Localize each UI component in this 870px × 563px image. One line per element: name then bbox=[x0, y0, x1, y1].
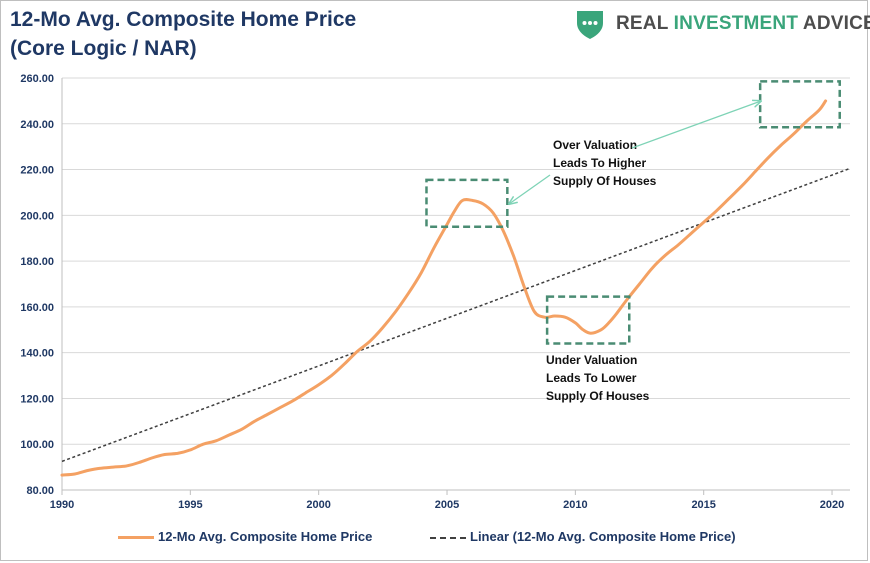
annotation-line: Supply Of Houses bbox=[546, 389, 650, 403]
brand-word-2: INVESTMENT bbox=[673, 13, 799, 34]
arrow-to-peak-box bbox=[509, 174, 551, 204]
axes: 80.00 100.00 120.00 140.00 160.00 180.00 200.0… bbox=[20, 73, 850, 511]
series-linear-trend bbox=[61, 167, 851, 463]
x-tick-label: 2020 bbox=[820, 499, 844, 511]
chart-title-line1: 12-Mo Avg. Composite Home Price bbox=[10, 8, 357, 31]
annotation-boxes bbox=[425, 80, 841, 345]
y-tick-label: 160.00 bbox=[20, 302, 54, 314]
grid-lines bbox=[62, 77, 850, 445]
legend-swatch-linear bbox=[430, 537, 466, 539]
annotation-line: Supply Of Houses bbox=[553, 174, 657, 188]
x-tick-label: 2005 bbox=[435, 499, 459, 511]
x-tick-label: 2000 bbox=[306, 499, 330, 511]
x-tick-label: 2010 bbox=[563, 499, 587, 511]
brand-logo: REAL INVESTMENT ADVICE bbox=[573, 8, 870, 40]
brand-name: REAL INVESTMENT ADVICE bbox=[616, 13, 870, 35]
brand-word-3: ADVICE bbox=[802, 13, 870, 34]
annotation-line: Leads To Higher bbox=[553, 156, 646, 170]
x-tick-label: 1995 bbox=[178, 499, 202, 511]
y-tick-label: 260.00 bbox=[20, 73, 54, 85]
annotation-layer: Over Valuation Leads To Higher Supply Of H… bbox=[509, 101, 761, 403]
chart-title-line2: (Core Logic / NAR) bbox=[10, 37, 197, 60]
x-tick-label: 1990 bbox=[50, 499, 74, 511]
y-tick-label: 140.00 bbox=[20, 348, 54, 360]
annotation-under-valuation: Under Valuation Leads To Lower Supply Of H… bbox=[546, 353, 650, 403]
arrow-to-recent-box bbox=[631, 101, 761, 149]
annotation-over-valuation: Over Valuation Leads To Higher Supply Of H… bbox=[553, 138, 657, 188]
series-layer bbox=[60, 99, 828, 477]
legend: 12-Mo Avg. Composite Home Price Linear (… bbox=[0, 528, 870, 548]
annotation-line: Over Valuation bbox=[553, 138, 637, 152]
annotation-box-recent bbox=[758, 80, 841, 129]
annotation-line: Leads To Lower bbox=[546, 371, 637, 385]
x-tick-label: 2015 bbox=[691, 499, 715, 511]
annotation-box-peak bbox=[425, 178, 509, 229]
y-tick-label: 180.00 bbox=[20, 256, 54, 268]
trendline-layer bbox=[61, 167, 851, 463]
y-tick-label: 80.00 bbox=[26, 485, 54, 497]
annotation-box-trough bbox=[545, 295, 631, 345]
shield-icon bbox=[577, 11, 603, 39]
brand-word-1: REAL bbox=[616, 13, 669, 34]
y-tick-label: 220.00 bbox=[20, 165, 54, 177]
y-tick-label: 240.00 bbox=[20, 119, 54, 131]
legend-label-price: 12-Mo Avg. Composite Home Price bbox=[158, 529, 373, 544]
y-tick-label: 100.00 bbox=[20, 439, 54, 451]
annotation-line: Under Valuation bbox=[546, 353, 637, 367]
y-tick-label: 200.00 bbox=[20, 210, 54, 222]
legend-label-linear: Linear (12-Mo Avg. Composite Home Price) bbox=[470, 529, 736, 544]
legend-swatch-price bbox=[118, 536, 154, 539]
series-home-price-line bbox=[60, 99, 828, 477]
y-tick-label: 120.00 bbox=[20, 393, 54, 405]
